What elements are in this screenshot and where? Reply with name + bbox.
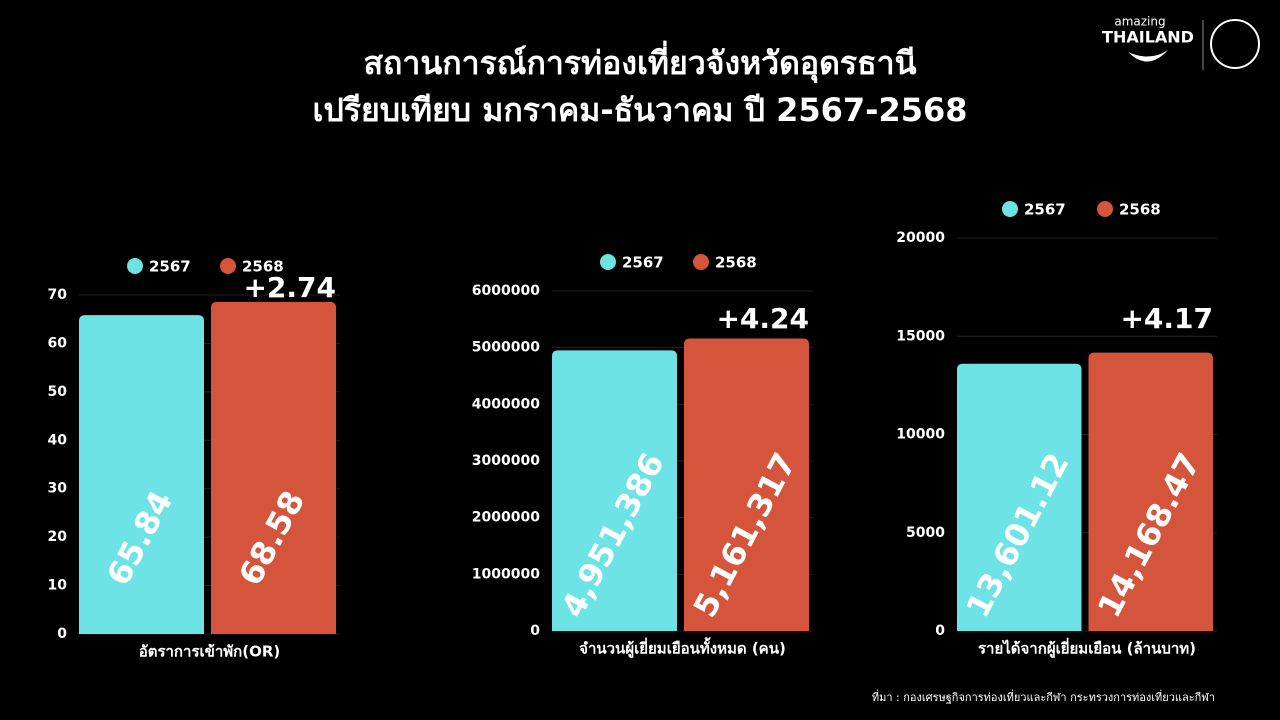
annotation: +2.74 [243, 271, 336, 304]
title-line: สถานการณ์การท่องเที่ยวจังหวัดอุดรธานี [364, 40, 917, 84]
legend-marker [600, 254, 616, 270]
bar [79, 315, 204, 634]
y-tick-label: 4000000 [472, 396, 540, 412]
x-category-label: จำนวนผู้เยี่ยมเยือนทั้งหมด (คน) [579, 637, 786, 659]
bar [957, 363, 1082, 631]
tat-emblem [1210, 19, 1260, 69]
legend-marker [127, 258, 143, 274]
y-tick-label: 20 [48, 529, 68, 545]
y-tick-label: 40 [48, 432, 68, 448]
legend-marker [220, 258, 236, 274]
bar [211, 301, 336, 634]
legend-label: 2568 [1119, 201, 1161, 219]
x-category-label: อัตราการเข้าพัก(OR) [139, 643, 281, 661]
annotation: +4.17 [1120, 302, 1213, 335]
y-tick-label: 15000 [896, 328, 945, 344]
annotation: +4.24 [716, 302, 809, 335]
y-tick-label: 6000000 [472, 283, 540, 299]
title-line: เปรียบเทียบ มกราคม-ธันวาคม ปี 2567-2568 [313, 91, 968, 129]
legend-label: 2567 [622, 254, 664, 272]
y-tick-label: 30 [48, 481, 68, 497]
y-tick-label: 2000000 [472, 510, 540, 526]
y-tick-label: 5000000 [472, 340, 540, 356]
logo-smile [1128, 50, 1168, 62]
y-tick-label: 70 [48, 287, 68, 303]
legend-label: 2568 [715, 254, 757, 272]
y-tick-label: 50 [48, 384, 68, 400]
y-tick-label: 0 [57, 626, 67, 642]
bar [684, 338, 809, 631]
y-tick-label: 60 [48, 335, 68, 351]
y-tick-label: 1000000 [472, 566, 540, 582]
bar [552, 350, 677, 631]
y-tick-label: 10 [48, 578, 68, 594]
legend-label: 2567 [1024, 201, 1066, 219]
y-tick-label: 20000 [896, 230, 945, 246]
source-note: ที่มา : กองเศรษฐกิจการท่องเที่ยวและกีฬา … [872, 689, 1215, 704]
legend-label: 2567 [149, 258, 191, 276]
logo-small: amazing [1114, 15, 1165, 29]
legend-label: 2568 [242, 258, 284, 276]
y-tick-label: 10000 [896, 427, 945, 443]
legend-marker [1002, 201, 1018, 217]
legend-marker [1097, 201, 1113, 217]
y-tick-label: 0 [530, 623, 540, 639]
x-category-label: รายได้จากผู้เยี่ยมเยือน (ล้านบาท) [978, 638, 1196, 659]
bar [1088, 352, 1213, 631]
logo-big: THAILAND [1102, 28, 1194, 47]
y-tick-label: 5000 [906, 525, 945, 541]
legend-marker [693, 254, 709, 270]
y-tick-label: 0 [935, 623, 945, 639]
y-tick-label: 3000000 [472, 453, 540, 469]
